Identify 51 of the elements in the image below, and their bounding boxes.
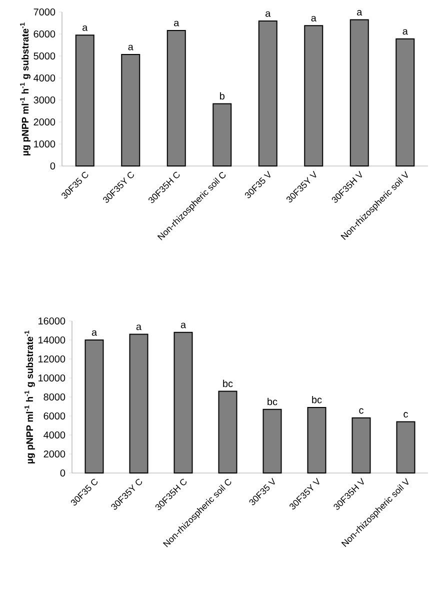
bar [166,30,186,166]
annotation: a [357,10,362,16]
y-tick-label: 6000 [44,412,66,420]
bar [129,334,148,474]
y-tick-label: 4000 [44,431,66,439]
y-tick-label: 7000 [34,8,56,16]
bar [307,406,326,474]
annotation: a [92,330,98,336]
y-tick-label: 0 [60,469,66,477]
y-tick-label: 12000 [38,355,66,363]
annotation: bc [268,398,278,406]
y-tick-label: 6000 [34,30,56,38]
bar [121,54,140,166]
annotation: bc [312,396,322,404]
y-tick-label: 14000 [38,336,66,344]
annotation: a [128,44,134,50]
annotation: a [174,20,180,26]
annotation: c [359,408,364,414]
y-tick-label: 4000 [34,74,56,82]
bar [174,332,193,474]
y-tick-label: 10000 [38,374,66,382]
annotation: a [311,16,316,22]
bar [218,390,238,474]
bar [262,408,282,474]
bar [75,34,94,166]
y-tick-label: 16000 [38,317,66,325]
bar [396,421,416,474]
y-axis-title: µg pNPP ml$^{-1}$ h$^{-1}$ g substrate$^{-1}$ [20,22,30,156]
bar [352,417,371,474]
y-tick-label: 5000 [34,52,56,60]
y-tick-label: 0 [50,162,56,170]
y-axis-title: µg pNPP ml$^{-1}$ h$^{-1}$ g substrate$^{-1}$ [24,330,35,464]
annotation: a [180,322,186,328]
annotation: b [220,92,224,100]
bar [84,340,104,474]
annotation: a [266,11,271,17]
annotation: a [402,29,408,35]
annotation: a [136,324,142,330]
bar [304,25,324,166]
bar [258,20,278,166]
bar [396,38,415,166]
y-tick-label: 2000 [44,450,66,458]
y-tick-label: 1000 [34,140,56,148]
annotation: bc [223,380,233,388]
y-tick-label: 3000 [34,96,56,104]
annotation: c [404,412,408,418]
y-tick-label: 2000 [34,118,56,126]
bar [350,19,369,166]
annotation: a [82,25,88,31]
y-tick-label: 8000 [44,393,66,401]
bar [212,103,232,166]
